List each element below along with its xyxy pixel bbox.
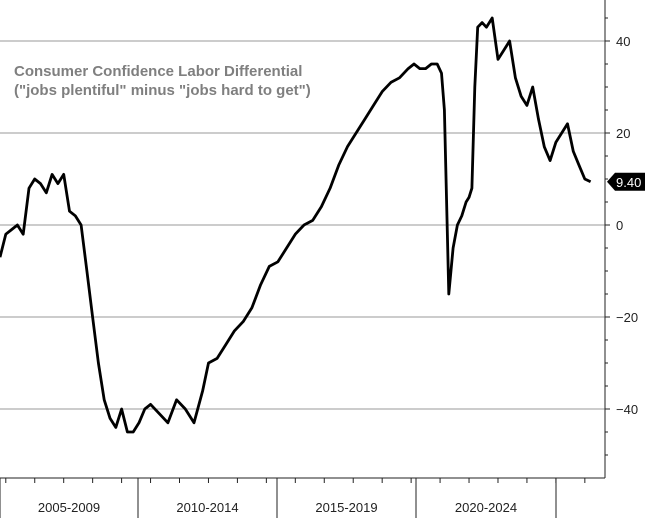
series-line <box>0 16 592 434</box>
chart-title-block: Consumer Confidence Labor Differential (… <box>14 62 311 100</box>
series-group <box>0 16 592 434</box>
y-tick-label: 40 <box>616 34 630 49</box>
x-axis-ticks: 2005-2009 2010-2014 2015-2019 2020-2024 <box>0 478 586 518</box>
y-tick-label: −40 <box>616 402 638 417</box>
last-value-tag <box>607 172 645 191</box>
x-tick-label: 2010-2014 <box>176 500 238 515</box>
y-tick-label: 20 <box>616 126 630 141</box>
x-tick-label: 2005-2009 <box>38 500 100 515</box>
chart-subtitle: ("jobs plentiful" minus "jobs hard to ge… <box>14 82 311 99</box>
y-tick-label: 0 <box>616 218 623 233</box>
chart-title: Consumer Confidence Labor Differential <box>14 63 303 80</box>
y-axis-ticks: 40 20 0 −20 −40 <box>605 17 638 456</box>
axes <box>0 0 606 479</box>
last-value-group: 9.40 <box>607 172 645 191</box>
x-tick-label: 2015-2019 <box>315 500 377 515</box>
x-tick-label: 2020-2024 <box>455 500 517 515</box>
y-tick-label: −20 <box>616 310 638 325</box>
last-value-label: 9.40 <box>616 175 641 190</box>
